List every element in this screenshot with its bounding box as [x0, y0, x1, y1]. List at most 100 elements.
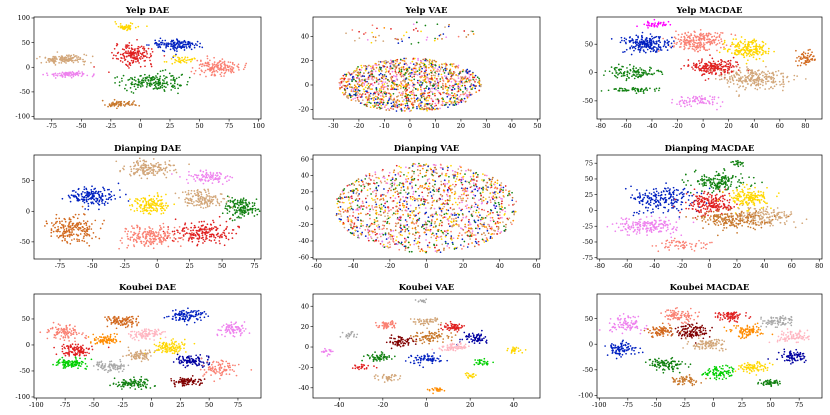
point-c3	[157, 46, 160, 49]
point-c0	[420, 65, 423, 68]
point-c5	[751, 82, 754, 84]
point-c1	[670, 42, 673, 45]
point-c4	[159, 205, 161, 207]
point-c0	[406, 104, 409, 107]
point-c5	[209, 223, 212, 226]
point-c5	[194, 234, 196, 237]
point-c0	[429, 82, 432, 85]
point-c6	[154, 77, 156, 79]
point-c5	[231, 68, 234, 71]
point-c3	[71, 222, 74, 225]
point-c8	[809, 48, 811, 51]
point-c0	[396, 106, 399, 109]
point-c3	[57, 230, 60, 232]
point-c1	[65, 62, 67, 64]
point-c6	[137, 79, 140, 81]
point-c4	[680, 67, 682, 70]
point-c3	[746, 43, 749, 46]
point-c7	[123, 100, 126, 103]
point-c0	[436, 68, 439, 71]
point-c0	[441, 77, 444, 79]
point-c5	[219, 64, 222, 66]
point-c1	[72, 53, 75, 56]
point-c3	[52, 224, 54, 227]
point-c2	[684, 42, 686, 44]
point-c4	[706, 68, 709, 70]
point-c8	[800, 56, 802, 59]
point-c6	[163, 85, 166, 88]
point-c1	[433, 39, 436, 42]
point-c5	[748, 69, 751, 71]
x-tick-label: 0	[408, 122, 412, 130]
point-c0	[440, 66, 443, 69]
point-c3	[64, 235, 67, 237]
point-c0	[398, 103, 400, 106]
point-c1	[212, 177, 214, 179]
point-c1	[67, 58, 69, 61]
point-c3	[755, 46, 757, 48]
point-c5	[758, 76, 761, 79]
point-c2	[70, 194, 73, 196]
point-c1	[644, 51, 647, 54]
point-c2	[87, 202, 90, 205]
point-c4	[135, 198, 137, 200]
point-c0	[396, 105, 399, 107]
point-c2	[139, 52, 142, 55]
point-c6	[145, 86, 148, 88]
point-c4	[69, 75, 72, 77]
point-c6	[173, 80, 176, 83]
point-c0	[376, 79, 378, 81]
point-c7	[124, 103, 127, 106]
point-c0	[122, 167, 124, 170]
point-c5	[215, 242, 217, 244]
point-c0	[395, 78, 398, 81]
point-c0	[412, 106, 414, 109]
point-c5	[202, 228, 204, 230]
point-c0	[424, 59, 426, 62]
point-c0	[394, 103, 397, 106]
point-c3	[59, 222, 61, 224]
point-c3	[738, 51, 740, 54]
point-c6	[640, 68, 643, 71]
point-c0	[453, 101, 455, 104]
point-c0	[141, 169, 144, 171]
point-c4	[720, 69, 723, 71]
point-c2	[673, 36, 676, 39]
point-c0	[451, 92, 453, 94]
point-c2	[92, 202, 95, 205]
point-c3	[752, 50, 755, 53]
point-c4	[711, 67, 714, 70]
point-c0	[443, 72, 446, 74]
point-c0	[406, 64, 408, 66]
point-c3	[86, 227, 89, 229]
point-c0	[421, 94, 424, 97]
point-c0	[156, 166, 159, 169]
point-c5	[764, 73, 767, 76]
point-c3	[767, 47, 770, 50]
point-c2	[115, 57, 118, 60]
point-c5	[208, 63, 211, 66]
point-c5	[741, 76, 744, 78]
point-c0	[347, 71, 350, 74]
point-c0	[423, 72, 425, 75]
point-c5	[754, 70, 756, 73]
point-c3	[166, 42, 168, 45]
point-c0	[130, 168, 133, 171]
point-c2	[705, 34, 707, 37]
point-c0	[389, 73, 392, 75]
point-c3	[727, 48, 730, 51]
x-tick-label: 100	[252, 122, 264, 130]
point-c3	[751, 43, 754, 45]
subplot-title: Dianping DAE	[114, 144, 182, 154]
point-c5	[218, 240, 221, 242]
point-c1	[74, 55, 77, 57]
point-c5	[227, 238, 230, 241]
point-c0	[384, 77, 387, 80]
point-c2	[126, 44, 129, 46]
point-c0	[459, 83, 461, 85]
point-c2	[699, 41, 702, 44]
point-c0	[436, 79, 439, 82]
point-c0	[388, 80, 391, 83]
point-c3	[148, 44, 150, 46]
point-c0	[126, 28, 129, 31]
